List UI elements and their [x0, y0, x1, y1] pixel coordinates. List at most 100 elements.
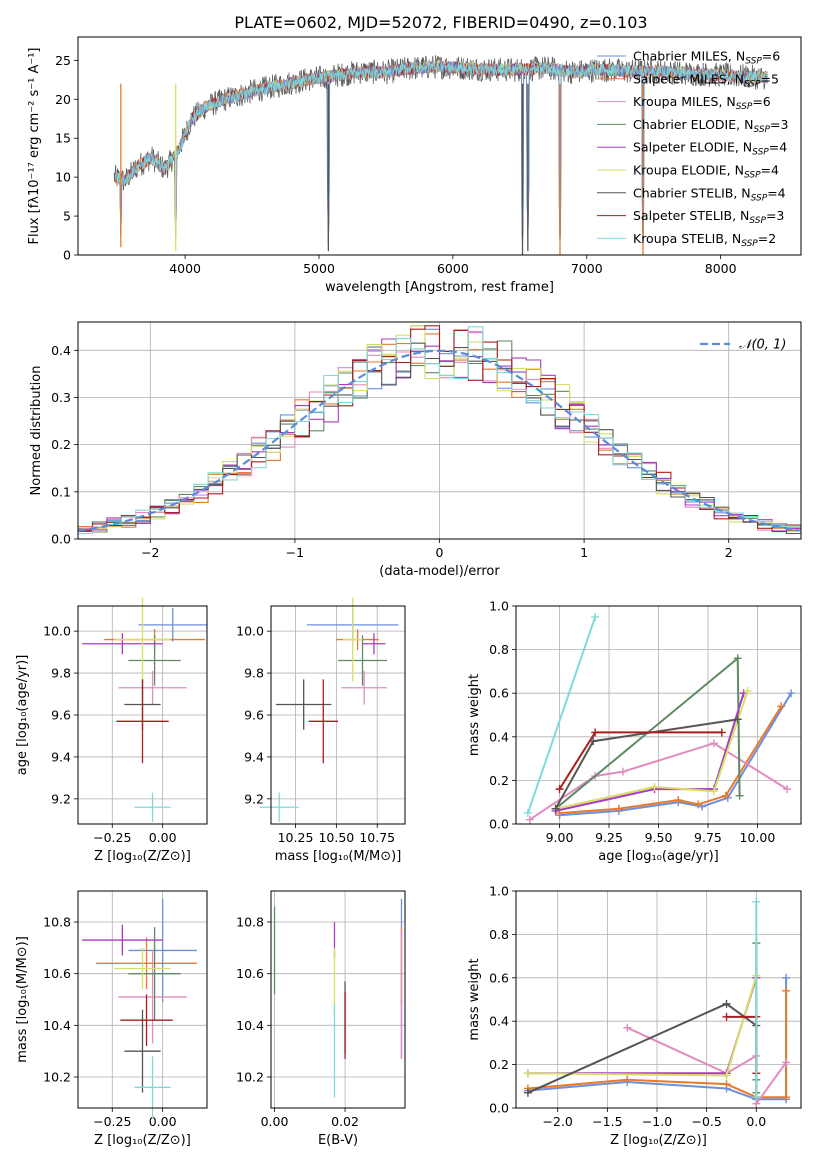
- gaussian-curve: [77, 349, 802, 532]
- legend-label: Salpeter ELODIE, NSSP=4: [633, 140, 787, 158]
- series-salpeter-stelib: [555, 728, 726, 794]
- y-tick-label: 25: [55, 53, 71, 68]
- errorbar-salpeter-stelib: [116, 679, 169, 764]
- plus-marker: [782, 1058, 791, 1067]
- legend-label: Chabrier ELODIE, NSSP=3: [633, 117, 788, 135]
- series-line: [527, 990, 788, 1099]
- y-tick-label: 0.4: [489, 729, 509, 744]
- legend: Chabrier MILES, NSSP=6 Salpeter MILES, NS…: [597, 49, 788, 249]
- x-tick-label: 6000: [437, 261, 469, 276]
- legend-label: Kroupa MILES, NSSP=6: [633, 94, 771, 112]
- plus-marker: [722, 1012, 731, 1021]
- y-tick-label: 0.8: [489, 927, 509, 942]
- plus-marker: [709, 739, 718, 748]
- errorbar-chabrier-elodie: [338, 635, 388, 686]
- x-axis-label: Z [log₁₀(Z/Z⊙)]: [610, 1133, 707, 1148]
- y-tick-label: 1.0: [489, 599, 509, 614]
- tick-marks: −0.25 0.00 9.2 9.4 9.6 9.8 10.0: [43, 624, 176, 845]
- y-tick-label: 9.2: [51, 791, 71, 806]
- y-tick-label: 0.3: [51, 390, 71, 405]
- plus-marker: [650, 782, 659, 791]
- y-tick-label: 10.6: [43, 966, 71, 981]
- errorbar-salpeter-stelib: [308, 679, 338, 764]
- errorbar-salpeter-miles: [96, 937, 197, 990]
- plus-marker: [694, 800, 703, 809]
- y-axis-label: Flux [fλ10⁻¹⁷ erg cm⁻² s⁻¹ A⁻¹]: [27, 48, 42, 245]
- panel-massweight-vs-Z: −2.0 −1.5 −1.0 −0.5 0.0 0.0 0.2 0.4 0.6 0.8 1.0 Z […: [467, 884, 802, 1148]
- grid-lines: [271, 606, 405, 824]
- y-tick-label: 9.2: [244, 791, 264, 806]
- y-tick-label: 10.0: [43, 624, 71, 639]
- plot-area: [77, 325, 802, 535]
- grid-lines: [271, 891, 405, 1108]
- errorbar-salpeter-stelib: [120, 994, 173, 1046]
- errorbar-kroupa-stelib: [259, 792, 299, 822]
- legend: 𝒩(0, 1): [700, 338, 786, 353]
- x-axis-label: (data-model)/error: [379, 564, 500, 579]
- x-tick-label: 1: [580, 545, 588, 560]
- y-tick-label: 10.4: [236, 1018, 264, 1033]
- plus-marker: [722, 1080, 731, 1089]
- plus-marker: [777, 702, 786, 711]
- plus-marker: [591, 728, 600, 737]
- y-tick-label: 0.2: [489, 1057, 509, 1072]
- plus-marker: [733, 715, 742, 724]
- series-line: [555, 690, 749, 810]
- plus-marker: [555, 785, 564, 794]
- series-chabrier-stelib: [551, 715, 742, 813]
- y-tick-label: 0.6: [489, 970, 509, 985]
- y-tick-label: 5: [63, 209, 71, 224]
- plus-marker: [722, 1071, 731, 1080]
- y-axis-label: age [log₁₀(age/yr)]: [15, 655, 30, 776]
- y-tick-label: 0: [63, 248, 71, 263]
- plus-marker: [525, 815, 534, 824]
- errorbar-salpeter-elodie: [82, 924, 163, 956]
- plus-marker: [722, 999, 731, 1008]
- panel-spectrum: 4000 5000 6000 7000 8000 0 5 10 15 20 25 wavelength…: [27, 36, 802, 295]
- panel-age-vs-mass: 10.25 10.50 10.75 9.2 9.4 9.6 9.8 10.0 mass [log…: [236, 597, 406, 864]
- x-tick-label: 5000: [303, 261, 335, 276]
- plus-marker: [721, 791, 730, 800]
- x-axis-label: wavelength [Angstrom, rest frame]: [325, 280, 554, 295]
- x-tick-label: 7000: [571, 261, 603, 276]
- x-tick-label: 0.00: [149, 830, 177, 845]
- series-kroupa-stelib: [752, 897, 761, 1102]
- errorbar-kroupa-miles: [118, 670, 187, 705]
- errorbar-kroupa-elodie: [342, 597, 363, 682]
- axes-frame: [77, 605, 208, 825]
- plus-marker: [787, 689, 796, 698]
- x-tick-label: −2.0: [543, 1114, 573, 1129]
- plus-marker: [733, 654, 742, 663]
- plus-marker: [782, 1093, 791, 1102]
- histogram-salpeter-stelib: [78, 325, 801, 531]
- plot-area: [259, 597, 399, 822]
- tick-marks: −0.25 0.00 10.2 10.4 10.6 10.8: [43, 915, 176, 1130]
- plus-marker: [523, 1088, 532, 1097]
- x-tick-label: 0.00: [261, 1114, 289, 1129]
- tick-marks: −2 −1 0 1 2 0.0 0.1 0.2 0.3 0.4: [51, 343, 733, 560]
- series-line: [559, 705, 783, 815]
- series-kroupa-elodie: [523, 971, 761, 1080]
- y-tick-label: 0.0: [51, 532, 71, 547]
- y-tick-label: 0.1: [51, 484, 71, 499]
- errorbar-salpeter-elodie: [82, 633, 163, 655]
- x-tick-label: 0.02: [331, 1114, 359, 1129]
- legend-label: Chabrier STELIB, NSSP=4: [633, 185, 786, 203]
- tick-marks: 10.25 10.50 10.75 9.2 9.4 9.6 9.8 10.0: [236, 624, 395, 845]
- legend-label: 𝒩(0, 1): [739, 338, 786, 353]
- x-tick-label: 2: [725, 545, 733, 560]
- y-tick-label: 9.4: [51, 749, 71, 764]
- plot-area: [273, 898, 403, 1098]
- y-tick-label: 9.4: [244, 749, 264, 764]
- series-salpeter-elodie: [523, 973, 761, 1078]
- x-tick-label: 10.50: [318, 830, 354, 845]
- errorbar-chabrier-stelib: [275, 679, 332, 730]
- x-tick-label: 8000: [705, 261, 737, 276]
- axes-frame: [77, 36, 802, 256]
- x-tick-label: 0: [436, 545, 444, 560]
- histogram-kroupa-elodie: [78, 325, 801, 530]
- plot-area: [523, 897, 791, 1108]
- plus-marker: [614, 804, 623, 813]
- x-tick-label: 9.00: [546, 830, 574, 845]
